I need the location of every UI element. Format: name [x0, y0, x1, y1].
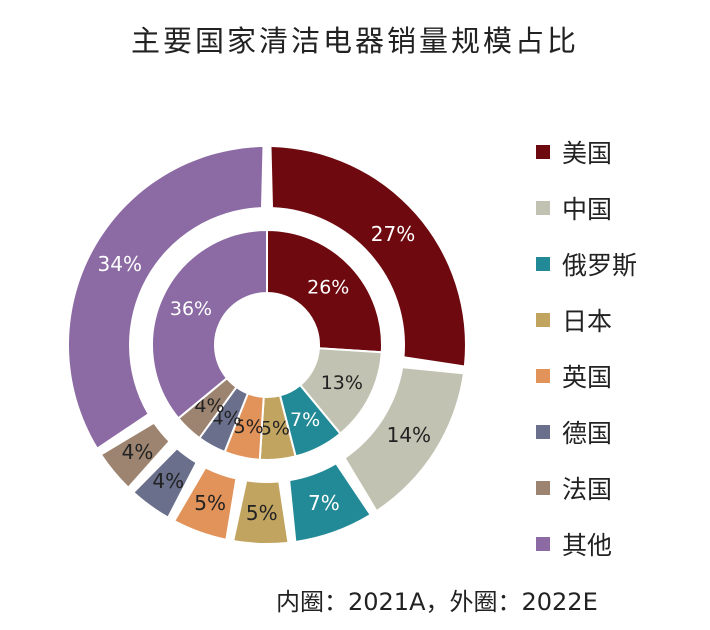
outer-ring-label-0: 27%: [371, 222, 415, 246]
legend-label: 美国: [562, 139, 613, 168]
outer-ring-slice-4: [175, 468, 236, 539]
chart-legend: 美国中国俄罗斯日本英国德国法国其他: [536, 124, 637, 572]
legend-swatch: [536, 537, 550, 551]
outer-ring-slice-6: [102, 423, 169, 487]
chart-title: 主要国家清洁电器销量规模占比: [130, 24, 579, 58]
outer-ring-slice-0: [271, 147, 465, 366]
legend-label: 日本: [562, 307, 613, 336]
legend-label: 法国: [562, 475, 613, 504]
outer-ring-label-6: 4%: [122, 440, 154, 464]
legend-item-0: 美国: [536, 124, 637, 180]
legend-item-4: 英国: [536, 348, 637, 404]
inner-ring-label-2: 7%: [290, 409, 320, 431]
legend-label: 其他: [562, 531, 613, 560]
outer-ring-slice-2: [290, 464, 370, 541]
outer-ring-label-2: 7%: [308, 491, 340, 515]
inner-ring-label-3: 5%: [260, 418, 290, 440]
outer-ring-slice-3: [234, 481, 288, 543]
outer-ring-slice-5: [134, 449, 196, 517]
legend-swatch: [536, 257, 550, 271]
legend-label: 英国: [562, 363, 613, 392]
legend-swatch: [536, 145, 550, 159]
legend-label: 德国: [562, 419, 613, 448]
legend-label: 俄罗斯: [562, 251, 638, 280]
ring-footnote: 内圈：2021A，外圈：2022E: [276, 588, 598, 616]
inner-ring-label-6: 4%: [194, 395, 224, 417]
outer-ring-label-1: 14%: [387, 423, 431, 447]
legend-swatch: [536, 313, 550, 327]
legend-label: 中国: [562, 195, 613, 224]
legend-swatch: [536, 481, 550, 495]
inner-ring-slice-0: [266, 228, 383, 354]
legend-item-1: 中国: [536, 180, 637, 236]
legend-swatch: [536, 201, 550, 215]
outer-ring-label-3: 5%: [246, 501, 278, 525]
inner-ring-label-1: 13%: [321, 372, 363, 394]
outer-ring-label-7: 34%: [98, 252, 142, 276]
legend-item-3: 日本: [536, 292, 637, 348]
inner-ring-label-4: 5%: [234, 416, 264, 438]
outer-ring-slice-1: [345, 368, 463, 510]
legend-item-5: 德国: [536, 404, 637, 460]
legend-item-2: 俄罗斯: [536, 236, 637, 292]
outer-ring-slice-7: [68, 147, 263, 448]
legend-swatch: [536, 369, 550, 383]
inner-ring-label-0: 26%: [307, 276, 349, 298]
inner-ring-slice-7: [151, 228, 268, 420]
legend-item-7: 其他: [536, 516, 637, 572]
inner-ring-label-5: 4%: [211, 408, 241, 430]
inner-ring-label-7: 36%: [170, 298, 212, 320]
outer-ring-label-4: 5%: [194, 491, 226, 515]
outer-ring-label-5: 4%: [152, 469, 184, 493]
legend-swatch: [536, 425, 550, 439]
legend-item-6: 法国: [536, 460, 637, 516]
